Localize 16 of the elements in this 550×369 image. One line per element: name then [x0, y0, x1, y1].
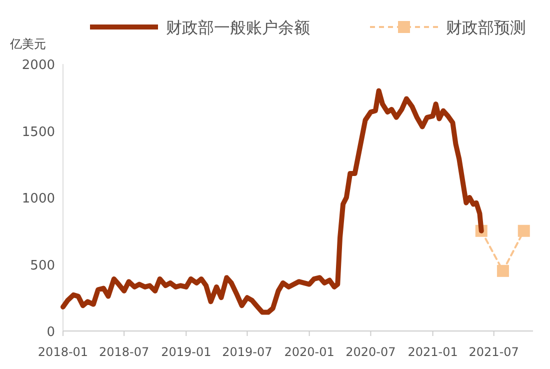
y-tick-label: 500 — [30, 258, 55, 274]
y-tick-label: 0 — [46, 325, 55, 340]
x-tick-label: 2021-01 — [408, 345, 458, 359]
y-axis-title: 亿美元 — [9, 37, 46, 51]
y-tick-label: 1000 — [22, 192, 55, 206]
x-tick-label: 2018-01 — [38, 345, 88, 359]
x-tick-label: 2020-07 — [346, 345, 396, 359]
x-tick-label: 2018-07 — [99, 345, 150, 359]
x-tick-label: 2019-01 — [161, 345, 212, 359]
y-tick-label: 1500 — [22, 124, 55, 140]
x-tick-label: 2019-07 — [222, 345, 272, 359]
legend-label: 财政部预测 — [446, 18, 526, 37]
y-tick-label: 2000 — [22, 58, 55, 73]
x-tick-label: 2021-07 — [468, 345, 519, 359]
x-tick-label: 2020-01 — [284, 345, 334, 359]
legend-label: 财政部一般账户余额 — [166, 18, 310, 37]
